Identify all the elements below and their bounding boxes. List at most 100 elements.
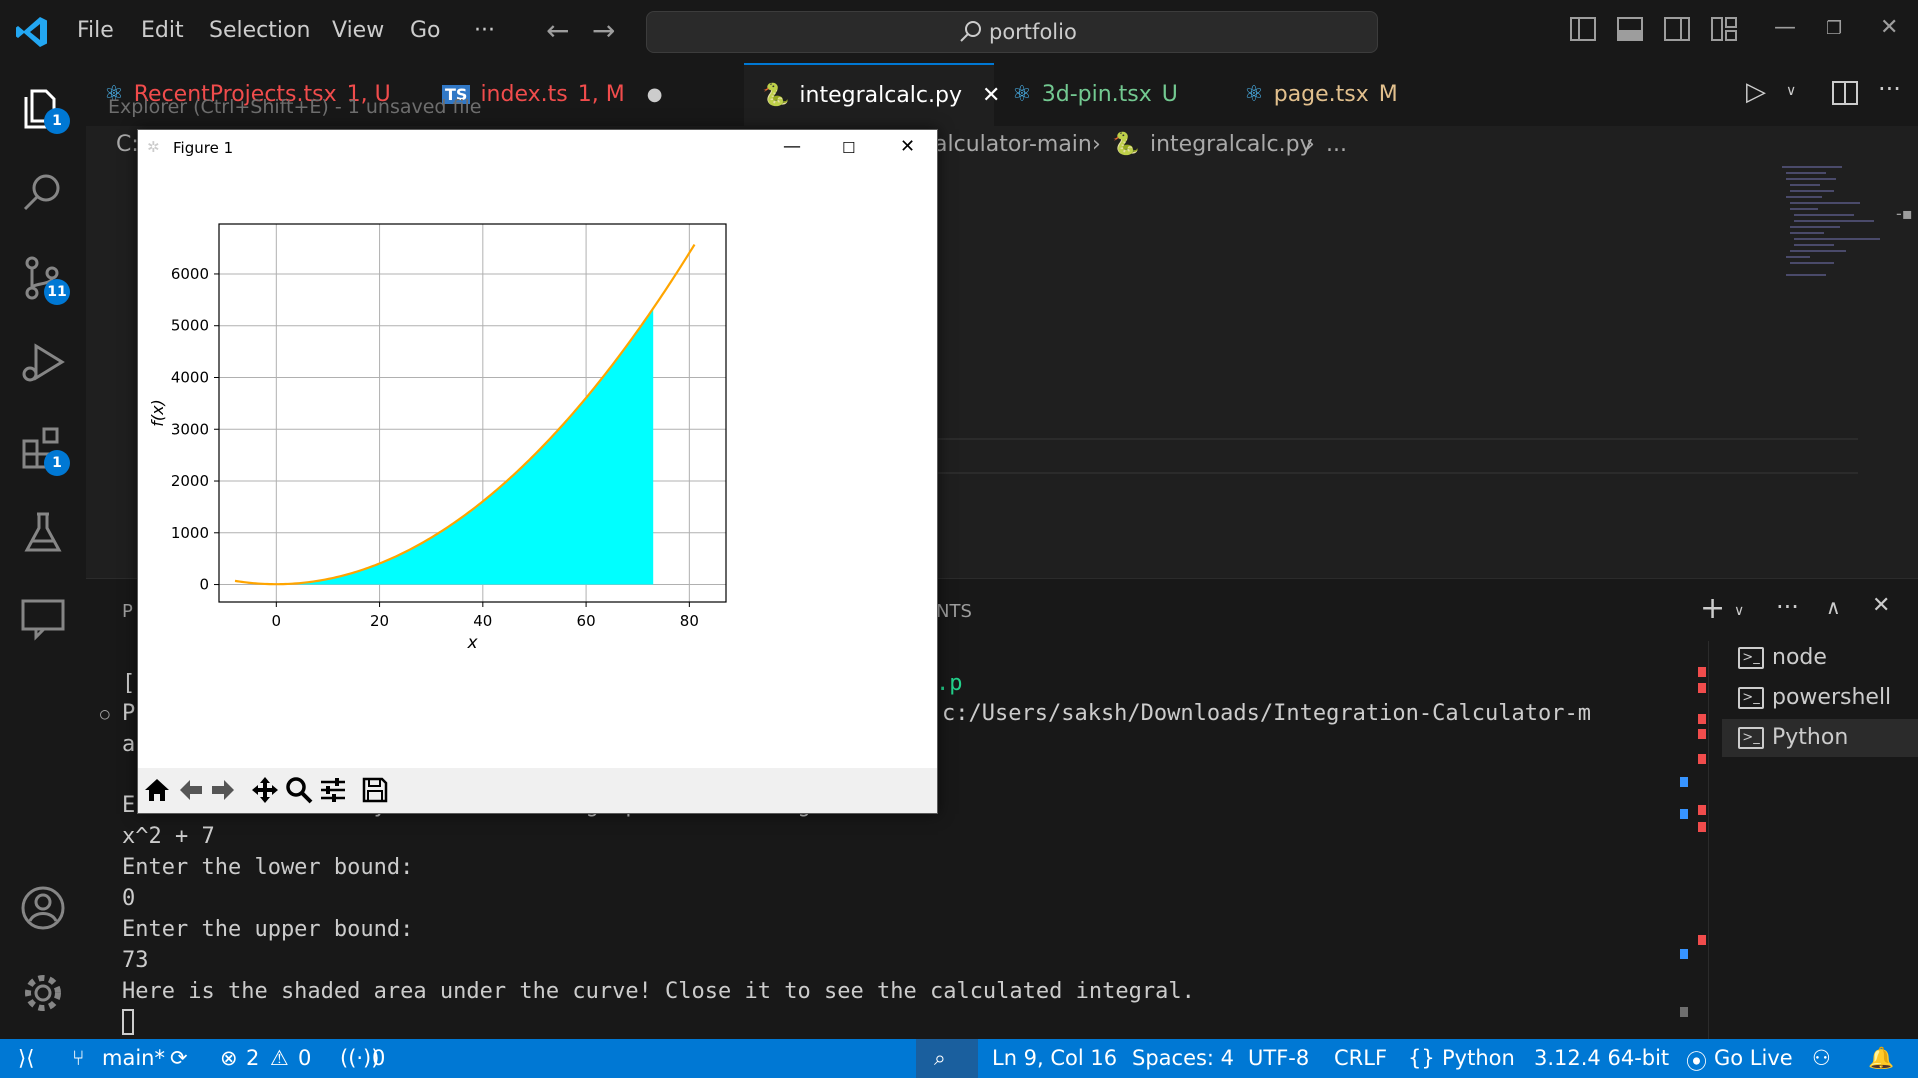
- language-braces-icon[interactable]: {}: [1408, 1046, 1435, 1070]
- go-live[interactable]: Go Live: [1714, 1046, 1793, 1070]
- configure-subplots-icon[interactable]: [318, 775, 348, 805]
- customize-layout-icon[interactable]: [1711, 17, 1737, 41]
- run-python-file-icon[interactable]: ▷: [1746, 77, 1766, 107]
- figure-maximize-icon[interactable]: ☐: [842, 139, 856, 157]
- panel-tab-fragment[interactable]: NTS: [936, 601, 972, 622]
- breadcrumb-file[interactable]: integralcalc.py: [1150, 132, 1313, 157]
- terminal-dropdown-chevron-icon[interactable]: ∨: [1734, 603, 1745, 619]
- search-icon: [960, 21, 981, 42]
- y-tick-label: 6000: [171, 265, 209, 283]
- panel-more-icon[interactable]: ···: [1776, 593, 1799, 621]
- copilot-icon[interactable]: ⚇: [1812, 1046, 1831, 1070]
- sync-icon[interactable]: ⟳: [170, 1046, 188, 1070]
- minimize-icon[interactable]: —: [1774, 15, 1796, 40]
- zoom-icon[interactable]: ⌕: [934, 1046, 946, 1070]
- testing-flask-icon[interactable]: [18, 508, 68, 558]
- settings-gear-icon[interactable]: [18, 968, 68, 1018]
- close-window-icon[interactable]: ✕: [1880, 15, 1899, 40]
- panel-tab-fragment[interactable]: P: [122, 601, 133, 622]
- branch-icon[interactable]: ⑂: [72, 1046, 85, 1070]
- end-of-line[interactable]: CRLF: [1334, 1046, 1388, 1070]
- search-icon[interactable]: [18, 168, 68, 218]
- error-icon[interactable]: ⊗: [220, 1046, 238, 1070]
- warning-icon[interactable]: ⚠: [270, 1046, 289, 1070]
- toggle-panel-icon[interactable]: [1617, 17, 1643, 41]
- notifications-bell-icon[interactable]: 🔔: [1868, 1046, 1895, 1070]
- warning-count[interactable]: 0: [298, 1046, 312, 1070]
- minimap-slider-icon[interactable]: -▪: [1896, 204, 1913, 223]
- tab-index-ts[interactable]: TS index.ts 1, M ●: [424, 63, 744, 126]
- close-panel-icon[interactable]: ✕: [1872, 593, 1891, 618]
- menu-go[interactable]: Go: [410, 18, 441, 43]
- terminal-line: P: [122, 701, 136, 726]
- breadcrumb-more[interactable]: ...: [1326, 132, 1347, 157]
- tab-status: 1, U: [346, 82, 391, 107]
- source-control-icon[interactable]: [18, 253, 68, 303]
- minimap[interactable]: [1782, 166, 1902, 286]
- react-icon: ⚛: [104, 82, 124, 107]
- zoom-indicator[interactable]: [916, 1039, 978, 1078]
- go-live-icon[interactable]: ⦿: [1686, 1050, 1707, 1074]
- menu-more[interactable]: ···: [474, 18, 495, 43]
- menu-file[interactable]: File: [77, 18, 114, 43]
- cursor-position[interactable]: Ln 9, Col 16: [992, 1046, 1118, 1070]
- maximize-panel-icon[interactable]: ∧: [1826, 595, 1841, 619]
- toggle-secondary-sidebar-icon[interactable]: [1664, 17, 1690, 41]
- save-figure-icon[interactable]: [360, 775, 390, 805]
- terminal-list-item-powershell[interactable]: >_ powershell: [1722, 679, 1918, 717]
- restore-icon[interactable]: ❐: [1826, 18, 1843, 39]
- run-and-debug-icon[interactable]: [18, 338, 68, 388]
- terminal-list-item-node[interactable]: >_ node: [1722, 639, 1918, 677]
- error-count[interactable]: 2: [246, 1046, 260, 1070]
- terminal-list-item-python[interactable]: >_ Python: [1722, 719, 1918, 757]
- pan-icon[interactable]: [250, 775, 280, 805]
- ports-icon[interactable]: ((·)): [340, 1046, 380, 1070]
- remote-explorer-icon[interactable]: [18, 593, 68, 643]
- split-editor-icon[interactable]: [1832, 81, 1858, 105]
- tab-label: RecentProjects.tsx: [133, 82, 337, 107]
- menu-view[interactable]: View: [332, 18, 385, 43]
- tab-page-tsx[interactable]: ⚛ page.tsx M: [1226, 63, 1456, 126]
- tab-3d-pin[interactable]: ⚛ 3d-pin.tsx U: [994, 63, 1226, 126]
- command-decoration-icon[interactable]: ○: [100, 704, 110, 723]
- command-center-search[interactable]: portfolio: [646, 11, 1378, 53]
- back-icon[interactable]: [176, 775, 206, 805]
- back-arrow-icon[interactable]: ←: [546, 14, 570, 47]
- y-tick-label: 5000: [171, 317, 209, 335]
- terminal-line: Enter the upper bound:: [122, 917, 414, 942]
- language-mode[interactable]: Python: [1442, 1046, 1515, 1070]
- integral-plot[interactable]: 0 20 40 60 80 0 1000 2000 3000 4000 5000 6000 x f(x…: [138, 167, 937, 768]
- forward-icon[interactable]: [208, 775, 238, 805]
- zoom-icon[interactable]: [284, 775, 314, 805]
- indentation[interactable]: Spaces: 4: [1132, 1046, 1235, 1070]
- menu-edit[interactable]: Edit: [141, 18, 184, 43]
- figure-close-icon[interactable]: ✕: [900, 136, 916, 157]
- run-dropdown-chevron-icon[interactable]: ∨: [1786, 83, 1797, 99]
- tab-integralcalc[interactable]: 🐍 integralcalc.py ✕: [744, 63, 1000, 126]
- ports-count[interactable]: 0: [372, 1046, 386, 1070]
- encoding[interactable]: UTF-8: [1248, 1046, 1310, 1070]
- remote-indicator-icon[interactable]: ⟩⟨: [18, 1046, 35, 1070]
- breadcrumb-folder[interactable]: alculator-main: [934, 132, 1092, 157]
- more-actions-icon[interactable]: ···: [1878, 75, 1901, 103]
- menu-selection[interactable]: Selection: [209, 18, 311, 43]
- close-tab-icon[interactable]: ✕: [982, 83, 1001, 108]
- forward-arrow-icon[interactable]: →: [592, 14, 616, 47]
- scroll-marker: [1698, 805, 1706, 815]
- branch-name[interactable]: main*: [102, 1046, 165, 1070]
- home-icon[interactable]: [142, 775, 172, 805]
- breadcrumb: C: alculator-main › 🐍 integralcalc.py › …: [86, 126, 1918, 166]
- unsaved-dot-icon[interactable]: ●: [646, 84, 663, 105]
- tab-recentprojects[interactable]: ⚛ RecentProjects.tsx 1, U: [86, 63, 424, 126]
- breadcrumb-chevron-icon: ›: [1306, 132, 1315, 157]
- accounts-icon[interactable]: [18, 883, 68, 933]
- breadcrumb-drive[interactable]: C:: [116, 132, 139, 157]
- python-icon: 🐍: [762, 83, 790, 108]
- y-tick-label: 3000: [171, 420, 209, 438]
- python-interpreter[interactable]: 3.12.4 64-bit: [1534, 1046, 1670, 1070]
- new-terminal-icon[interactable]: +: [1700, 591, 1726, 626]
- figure-minimize-icon[interactable]: —: [783, 136, 801, 157]
- terminal-icon: >_: [1738, 647, 1764, 669]
- scroll-marker: [1698, 754, 1706, 764]
- toggle-primary-sidebar-icon[interactable]: [1570, 17, 1596, 41]
